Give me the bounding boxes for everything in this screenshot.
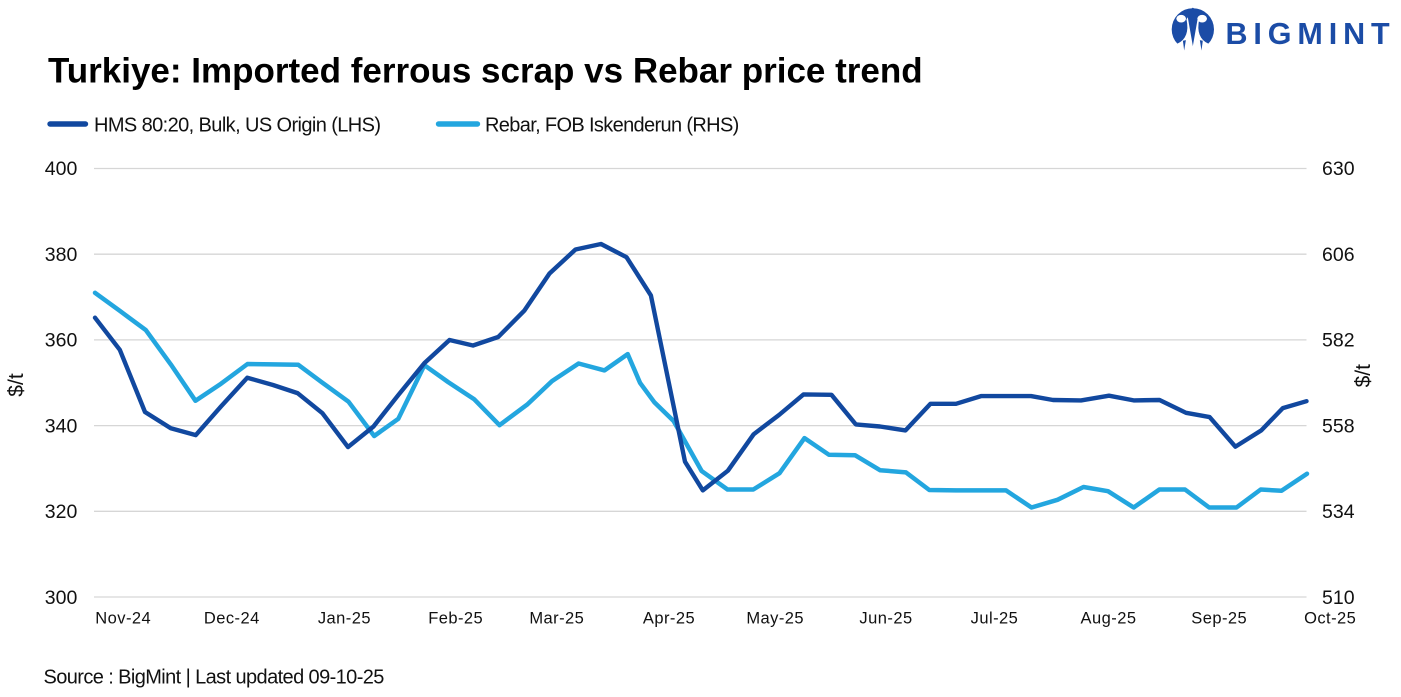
svg-text:$/t: $/t <box>5 373 28 397</box>
svg-text:Aug-25: Aug-25 <box>1081 610 1137 628</box>
svg-text:HMS 80:20, Bulk, US Origin (LH: HMS 80:20, Bulk, US Origin (LHS) <box>94 114 380 136</box>
svg-text:630: 630 <box>1322 158 1355 180</box>
svg-text:May-25: May-25 <box>746 610 804 628</box>
svg-text:534: 534 <box>1322 501 1355 523</box>
svg-text:510: 510 <box>1322 587 1355 609</box>
svg-text:400: 400 <box>45 158 78 180</box>
svg-text:BIGMINT: BIGMINT <box>1226 17 1396 51</box>
svg-text:300: 300 <box>45 587 78 609</box>
svg-text:Mar-25: Mar-25 <box>529 610 584 628</box>
svg-text:Dec-24: Dec-24 <box>204 610 260 628</box>
svg-text:380: 380 <box>45 244 78 266</box>
svg-text:Rebar, FOB Iskenderun (RHS): Rebar, FOB Iskenderun (RHS) <box>485 114 739 136</box>
svg-text:Jan-25: Jan-25 <box>318 610 371 628</box>
svg-text:Nov-24: Nov-24 <box>95 610 151 628</box>
svg-text:Apr-25: Apr-25 <box>643 610 695 628</box>
svg-text:Sep-25: Sep-25 <box>1191 610 1247 628</box>
svg-text:320: 320 <box>45 501 78 523</box>
svg-text:340: 340 <box>45 415 78 437</box>
svg-text:582: 582 <box>1322 330 1355 352</box>
svg-text:Oct-25: Oct-25 <box>1304 610 1356 628</box>
svg-text:360: 360 <box>45 330 78 352</box>
svg-text:Source : BigMint | Last update: Source : BigMint | Last updated 09-10-25 <box>44 667 385 689</box>
svg-text:$/t: $/t <box>1352 364 1375 388</box>
svg-text:Jul-25: Jul-25 <box>971 610 1019 628</box>
svg-text:Jun-25: Jun-25 <box>859 610 912 628</box>
svg-text:606: 606 <box>1322 244 1355 266</box>
svg-text:558: 558 <box>1322 415 1355 437</box>
svg-text:Turkiye: Imported ferrous scra: Turkiye: Imported ferrous scrap vs Rebar… <box>48 52 923 91</box>
svg-text:Feb-25: Feb-25 <box>428 610 483 628</box>
